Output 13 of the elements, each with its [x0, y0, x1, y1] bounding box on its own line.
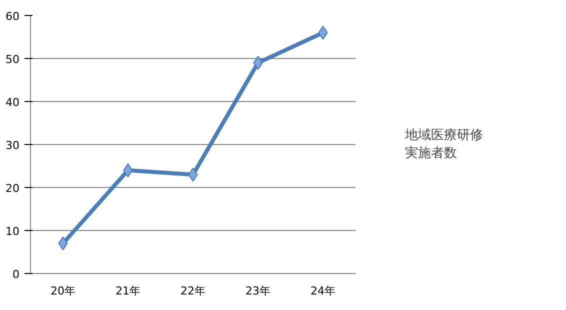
y-tick-label: 20 — [6, 182, 20, 195]
x-tick-label: 21年 — [116, 284, 140, 298]
x-tick-label: 20年 — [50, 284, 76, 298]
y-tick-label: 10 — [6, 225, 20, 238]
text: 地域医療研修実施者数 — [405, 127, 483, 162]
x-tick-label: 23年 — [246, 284, 270, 298]
x-tick-label: 24年 — [310, 284, 336, 298]
y-tick-label: 60 — [6, 10, 20, 23]
y-tick-label: 40 — [6, 96, 20, 109]
y-tick-label: 30 — [6, 139, 20, 152]
y-tick-label: 0 — [12, 268, 20, 281]
x-tick-label: 22年 — [180, 284, 206, 298]
y-tick-label: 50 — [6, 53, 20, 66]
